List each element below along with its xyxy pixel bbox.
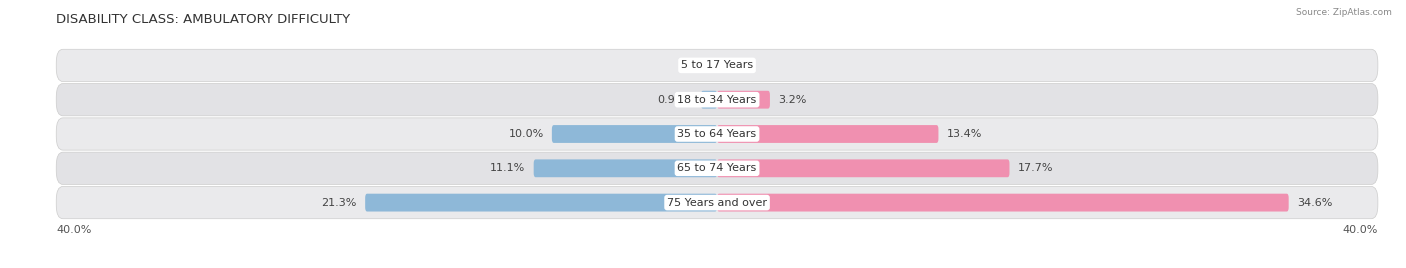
FancyBboxPatch shape [702,91,717,109]
FancyBboxPatch shape [717,91,770,109]
FancyBboxPatch shape [534,159,717,177]
FancyBboxPatch shape [56,118,1378,150]
FancyBboxPatch shape [56,49,1378,81]
Text: 17.7%: 17.7% [1018,163,1053,173]
FancyBboxPatch shape [56,84,1378,116]
Text: 18 to 34 Years: 18 to 34 Years [678,95,756,105]
FancyBboxPatch shape [717,159,1010,177]
Text: Source: ZipAtlas.com: Source: ZipAtlas.com [1296,8,1392,17]
Text: 11.1%: 11.1% [491,163,526,173]
Text: 35 to 64 Years: 35 to 64 Years [678,129,756,139]
Text: 75 Years and over: 75 Years and over [666,198,768,208]
FancyBboxPatch shape [717,125,938,143]
Text: 40.0%: 40.0% [1343,225,1378,235]
Text: 0.0%: 0.0% [725,60,754,70]
Text: DISABILITY CLASS: AMBULATORY DIFFICULTY: DISABILITY CLASS: AMBULATORY DIFFICULTY [56,13,350,26]
FancyBboxPatch shape [56,152,1378,184]
Text: 40.0%: 40.0% [56,225,91,235]
FancyBboxPatch shape [551,125,717,143]
Text: 0.0%: 0.0% [681,60,709,70]
Text: 13.4%: 13.4% [946,129,981,139]
Text: 65 to 74 Years: 65 to 74 Years [678,163,756,173]
Text: 5 to 17 Years: 5 to 17 Years [681,60,754,70]
Text: 0.97%: 0.97% [657,95,693,105]
Text: 3.2%: 3.2% [778,95,807,105]
Text: 10.0%: 10.0% [509,129,544,139]
FancyBboxPatch shape [56,187,1378,219]
Text: 21.3%: 21.3% [322,198,357,208]
FancyBboxPatch shape [366,194,717,211]
Text: 34.6%: 34.6% [1296,198,1333,208]
FancyBboxPatch shape [717,194,1289,211]
